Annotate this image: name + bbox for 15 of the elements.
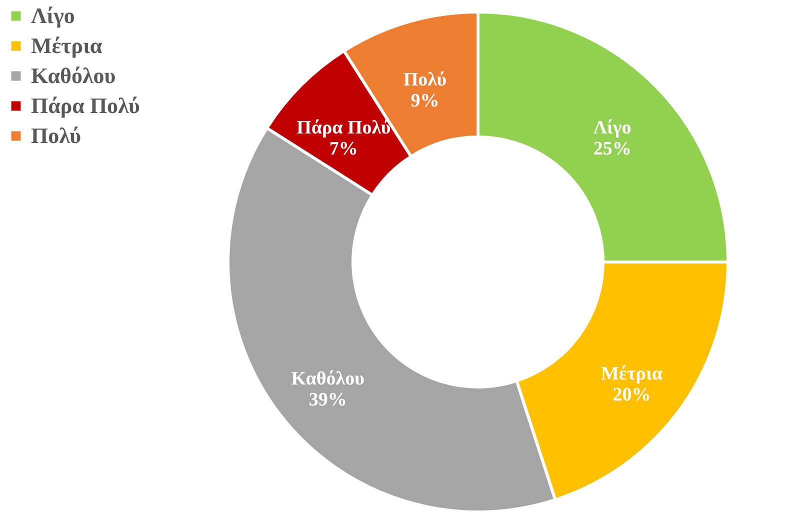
legend-label: Λίγο [31,3,75,28]
legend-label: Μέτρια [31,33,103,58]
data-label: 7% [329,138,358,160]
data-label: 25% [593,138,632,160]
slice-label: Μέτρια [600,364,663,385]
slice-label: Λίγο [593,118,632,139]
slice-label: Πάρα Πολύ [296,118,391,139]
slice-label: Πολύ [403,70,447,91]
legend-label: Καθόλου [31,63,116,88]
data-label: 20% [612,384,651,406]
legend-label: Πολύ [31,123,82,148]
legend-label: Πάρα Πολύ [31,93,140,118]
slice-label: Καθόλου [291,368,365,390]
data-label: 39% [308,389,347,410]
data-label: 9% [410,90,440,112]
